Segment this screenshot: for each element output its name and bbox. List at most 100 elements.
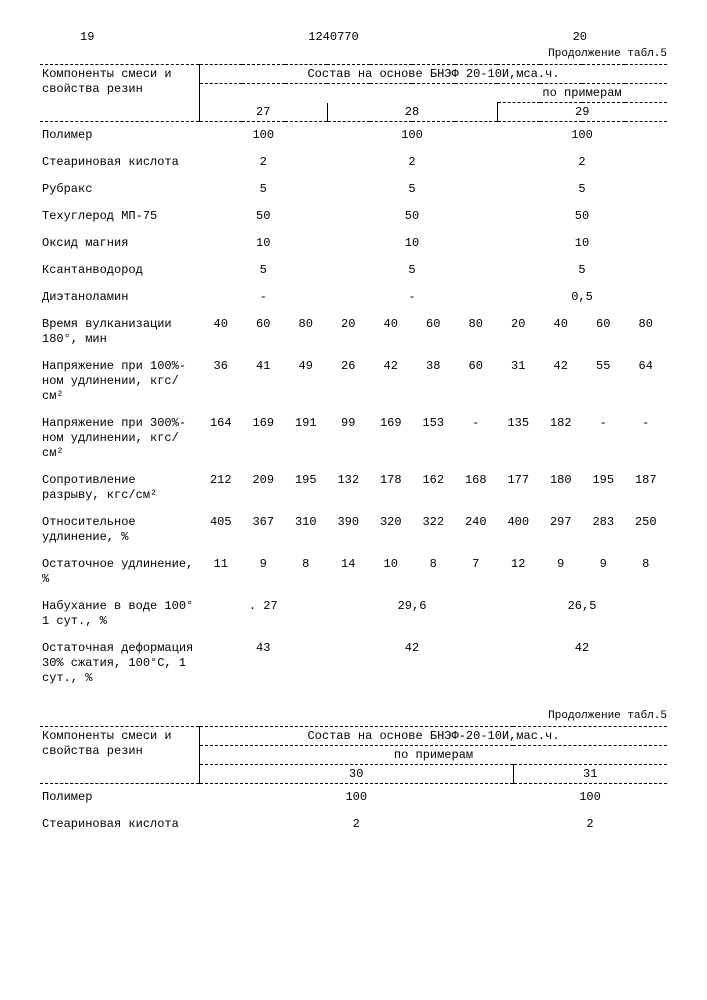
table-row: Остаточная деформация 30% сжатия, 100°С,… (40, 635, 667, 692)
cell: 10 (327, 230, 497, 257)
cell: 9 (582, 551, 625, 593)
table-row: Стеариновая кислота222 (40, 149, 667, 176)
cell: 60 (582, 311, 625, 353)
cell: 153 (412, 410, 455, 467)
cell: 55 (582, 353, 625, 410)
cell: 50 (200, 203, 328, 230)
table-row: Рубракс555 (40, 176, 667, 203)
cell: . 27 (200, 593, 328, 635)
cell: 50 (497, 203, 667, 230)
cell: 80 (455, 311, 498, 353)
cell: 169 (242, 410, 285, 467)
cell: 212 (200, 467, 243, 509)
table-row: Оксид магния101010 (40, 230, 667, 257)
cell: 177 (497, 467, 540, 509)
cell: 5 (497, 257, 667, 284)
cell: 26,5 (497, 593, 667, 635)
cell: 135 (497, 410, 540, 467)
cell: 10 (370, 551, 413, 593)
cell: 182 (540, 410, 583, 467)
cell: 320 (370, 509, 413, 551)
cell: 2 (200, 149, 328, 176)
table-row: Время вулканизации 180°, мин406080204060… (40, 311, 667, 353)
cell: 80 (625, 311, 668, 353)
cell: 40 (200, 311, 243, 353)
cell: 60 (242, 311, 285, 353)
page-numbers: 19 1240770 20 (40, 30, 667, 44)
cell: 12 (497, 551, 540, 593)
cell: 390 (327, 509, 370, 551)
page-left: 19 (80, 30, 94, 44)
cell: 168 (455, 467, 498, 509)
cell: 250 (625, 509, 668, 551)
col-31: 31 (513, 765, 667, 784)
cell: 60 (412, 311, 455, 353)
cell: 38 (412, 353, 455, 410)
row-label: Техуглерод МП-75 (40, 203, 200, 230)
table-row: Сопротивление разрыву, кгс/см²2122091951… (40, 467, 667, 509)
table-row: Относительное удлинение, %40536731039032… (40, 509, 667, 551)
table-row: Стеариновая кислота22 (40, 811, 667, 838)
cell: 14 (327, 551, 370, 593)
cell: 2 (200, 811, 514, 838)
cell: 40 (370, 311, 413, 353)
cell: 50 (327, 203, 497, 230)
cell: 2 (513, 811, 667, 838)
basis-header-2: Состав на основе БНЭФ-20-10И,мас.ч. (200, 727, 668, 746)
cell: 49 (285, 353, 328, 410)
doc-number: 1240770 (308, 30, 358, 44)
cell: - (625, 410, 668, 467)
row-header-title-2: Компоненты смеси и свойства резин (40, 727, 200, 784)
cell: 20 (497, 311, 540, 353)
cell: 42 (327, 635, 497, 692)
cell: 11 (200, 551, 243, 593)
cell: 100 (200, 784, 514, 812)
cell: - (455, 410, 498, 467)
cell: 100 (327, 122, 497, 150)
by-examples: по примерам (497, 84, 667, 103)
row-label: Остаточная деформация 30% сжатия, 100°С,… (40, 635, 200, 692)
cell: 0,5 (497, 284, 667, 311)
cell: 100 (513, 784, 667, 812)
cell: 26 (327, 353, 370, 410)
cell: 195 (285, 467, 328, 509)
continuation-label: Продолжение табл.5 (40, 48, 667, 60)
cell: 180 (540, 467, 583, 509)
cell: 187 (625, 467, 668, 509)
row-label: Ксантанводород (40, 257, 200, 284)
col-27: 27 (200, 103, 328, 122)
row-label: Рубракс (40, 176, 200, 203)
by-examples-2: по примерам (200, 746, 668, 765)
cell: 9 (540, 551, 583, 593)
cell: - (327, 284, 497, 311)
cell: 9 (242, 551, 285, 593)
cell: 209 (242, 467, 285, 509)
table-row: Ксантанводород555 (40, 257, 667, 284)
cell: 5 (327, 257, 497, 284)
cell: 297 (540, 509, 583, 551)
row-label: Оксид магния (40, 230, 200, 257)
col-28: 28 (327, 103, 497, 122)
cell: 2 (497, 149, 667, 176)
cell: 8 (625, 551, 668, 593)
table-row: Остаточное удлинение, %119814108712998 (40, 551, 667, 593)
row-label: Стеариновая кислота (40, 811, 200, 838)
cell: 5 (200, 176, 328, 203)
cell: 42 (370, 353, 413, 410)
cell: 60 (455, 353, 498, 410)
col-30: 30 (200, 765, 514, 784)
cell: 36 (200, 353, 243, 410)
col-29: 29 (497, 103, 667, 122)
table-row: Диэтаноламин--0,5 (40, 284, 667, 311)
cell: 405 (200, 509, 243, 551)
cell: 8 (412, 551, 455, 593)
cell: 80 (285, 311, 328, 353)
row-label: Стеариновая кислота (40, 149, 200, 176)
cell: 41 (242, 353, 285, 410)
cell: 178 (370, 467, 413, 509)
cell: 100 (200, 122, 328, 150)
row-label: Напряжение при 300%-ном удлинении, кгс/с… (40, 410, 200, 467)
table-5-part-a: Компоненты смеси и свойства резин Состав… (40, 64, 667, 692)
row-label: Относительное удлинение, % (40, 509, 200, 551)
cell: 164 (200, 410, 243, 467)
